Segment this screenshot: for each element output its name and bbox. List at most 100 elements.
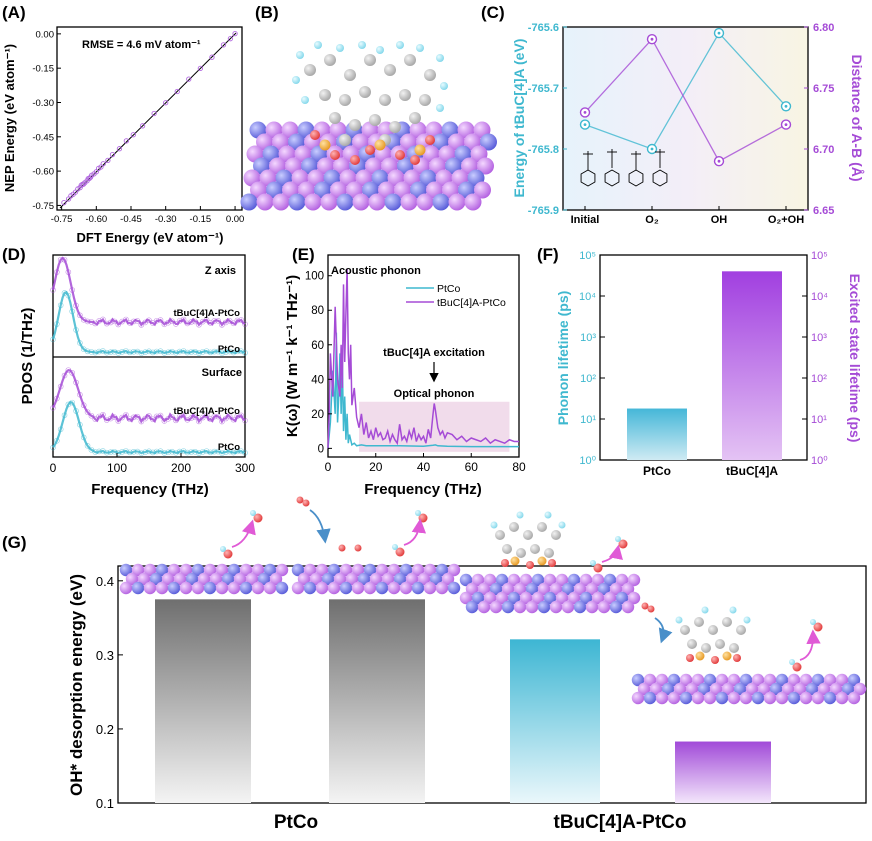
panel-g-slab-atom [637, 682, 651, 696]
panel-d-s-tbuc-marker [203, 412, 210, 419]
panel-b-atom [336, 193, 354, 211]
panel-a-ytick-label: -0.45 [32, 132, 54, 143]
panel-g-slab-atom [631, 691, 645, 705]
panel-c-point-dot [583, 123, 587, 126]
panel-g-molecule-h [701, 606, 709, 614]
panel-g-slab-atom [525, 582, 539, 596]
panel-g-slab-atom [811, 691, 825, 705]
panel-d-s-tbuc-marker [61, 372, 68, 379]
panel-c-ytick-right-label: 6.75 [813, 83, 834, 95]
panel-d-z-tbuc-marker [57, 256, 64, 263]
panel-c-ytick-left-label: -765.6 [528, 22, 559, 34]
panel-g-slab-atom [579, 573, 593, 587]
panel-d-s-tbuc-marker [188, 415, 195, 421]
panel-a-point [227, 36, 234, 42]
panel-c-frame [562, 26, 809, 211]
panel-g-molecule-h [516, 511, 524, 519]
panel-g-slab-atom [167, 581, 181, 595]
panel-g-slab-atom [513, 582, 527, 596]
panel-d-s-tbuc-marker [84, 409, 91, 415]
panel-g-slab-atom [715, 673, 729, 687]
panel-g-slab-atom [191, 581, 205, 595]
panel-e-chart: 0 20 40 60 80 0 20 40 60 80 100 Acoustic phonon Pt… [284, 254, 526, 498]
panel-b-oxygen [310, 130, 320, 140]
panel-d-s-ptco-marker [69, 399, 75, 406]
panel-d-z-ptco-marker [169, 348, 175, 355]
panel-g-slab-atom [459, 573, 473, 587]
panel-g-slab-atom [179, 581, 193, 595]
panel-d-s-ptco-marker [127, 449, 133, 456]
panel-g-slab-atom [291, 563, 305, 577]
panel-a-xtick-label: -0.15 [190, 214, 212, 225]
panel-d-s-ptco-marker [130, 448, 137, 455]
panel-g-ylabel: OH* desorption energy (eV) [67, 574, 86, 796]
panel-b-hydrogen [436, 54, 444, 62]
panel-g-slab-atom [631, 673, 645, 687]
panel-d-z-ptco-marker [50, 336, 56, 343]
panel-d-z-tbuc-marker [223, 319, 229, 326]
panel-d-z-ptco-marker [215, 348, 221, 355]
panel-d-z-ptco-marker [165, 349, 171, 356]
panel-d-s-tbuc-marker [73, 379, 79, 386]
panel-d-subpanel-surface: Surface [202, 367, 242, 379]
panel-d-z-ptco-marker [138, 350, 145, 356]
panel-b-sulfur [414, 144, 426, 156]
panel-d-s-ptco-marker [54, 437, 60, 444]
panel-c-xtick-label: Initial [571, 214, 600, 226]
panel-g-release-arrow [601, 544, 623, 563]
panel-d-s-ptco-marker [223, 449, 229, 455]
panel-g-molecule-h [490, 521, 498, 529]
panel-g-molecule-h [743, 616, 751, 624]
panel-g-slab-atom [763, 673, 777, 687]
panel-f-ytick-left-label: 10⁵ [579, 250, 596, 262]
panel-a-point [80, 181, 87, 187]
panel-f-bar [627, 408, 687, 460]
panel-g-oh-released-h [615, 536, 621, 542]
panel-c-xtick-label: O₂ [645, 214, 659, 226]
panel-b-carbon [339, 134, 351, 146]
panel-d-z-ptco-marker [103, 349, 110, 356]
panel-g-slab-atom [417, 572, 431, 586]
panel-c-ytick-right-label: 6.70 [813, 144, 834, 156]
panel-b-oxygen [410, 155, 420, 165]
panel-g-molecule-o [526, 561, 534, 569]
panel-g-slab-atom [405, 572, 419, 586]
panel-g-slab-atom [245, 572, 259, 586]
panel-a-ytick-label: -0.30 [32, 98, 54, 109]
panel-d-s-ptco-marker [73, 408, 79, 414]
panel-b-carbon [389, 121, 401, 133]
panel-d-s-tbuc-marker [153, 413, 160, 420]
panel-g-slab-atom [787, 691, 801, 705]
panel-a-point [163, 100, 169, 106]
panel-b-carbon [384, 64, 396, 76]
panel-d-s-ptco-marker [169, 448, 175, 455]
panel-g-slab-atom [155, 581, 169, 595]
panel-d-z-ptco-marker [146, 348, 152, 355]
panel-e-xtick-label: 0 [325, 460, 332, 474]
panel-g-slab-atom [137, 572, 151, 586]
panel-g-slab-atom [447, 563, 461, 577]
panel-g-slab-atom [239, 563, 253, 577]
panel-g-slab-atom [847, 691, 861, 705]
panel-d-z-ptco-marker [173, 349, 179, 356]
panel-a-point [109, 151, 116, 158]
panel-g-slab-atom [393, 572, 407, 586]
panel-a-point [174, 88, 180, 95]
panel-d-z-tbuc-marker [165, 319, 171, 326]
panel-d-ylabel: PDOS (1/THz) [19, 308, 36, 405]
panel-g-slab-atom [429, 572, 443, 586]
panel-d-s-tbuc-marker [123, 412, 129, 418]
panel-g-release-arrow [231, 519, 256, 548]
panel-g-molecule [694, 617, 704, 627]
panel-e-series-line [327, 332, 519, 449]
panel-a-rmse: RMSE = 4.6 mV atom⁻¹ [82, 39, 201, 51]
panel-g-slab-atom [495, 591, 509, 605]
panel-d-s-label-ptco: PtCo [218, 442, 240, 453]
panel-e-ytick-label: 0 [318, 443, 324, 455]
panel-g-oh-adsorbed-h [789, 659, 795, 665]
panel-b-hydrogen [376, 46, 384, 54]
panel-d-s-ptco-marker [119, 449, 125, 455]
panel-d-s-ptco-marker [57, 426, 64, 433]
panel-d-s-ptco-marker [65, 401, 72, 408]
panel-g-slab-atom [799, 673, 813, 687]
